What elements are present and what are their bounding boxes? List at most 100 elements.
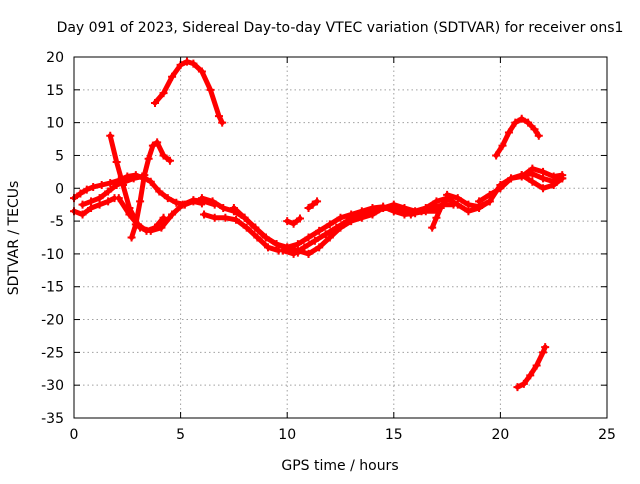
y-tick-label: -5 — [50, 214, 64, 230]
data-point — [336, 223, 345, 232]
y-tick-label: -35 — [41, 411, 64, 427]
y-axis-label: SDTVAR / TECUs — [6, 181, 22, 296]
data-point — [172, 198, 181, 207]
x-tick-label: 20 — [491, 427, 509, 443]
data-point — [304, 203, 313, 212]
data-point — [104, 187, 113, 196]
data-point — [310, 236, 319, 245]
data-point — [89, 182, 98, 191]
data-point — [82, 185, 91, 194]
data-point — [411, 207, 420, 216]
x-tick-label: 25 — [598, 427, 616, 443]
y-tick-label: -25 — [41, 345, 64, 361]
grid — [74, 57, 607, 418]
data-point — [432, 197, 441, 206]
data-point — [146, 177, 155, 186]
data-point — [104, 197, 113, 206]
data-point — [125, 210, 134, 219]
data-point — [315, 226, 324, 235]
data-point — [304, 249, 313, 258]
data-point — [313, 197, 322, 206]
data-point — [389, 200, 398, 209]
data-point — [159, 151, 168, 160]
data-point — [507, 174, 516, 183]
data-point — [197, 194, 206, 203]
data-point — [308, 200, 317, 209]
data-point — [206, 85, 215, 94]
data-point — [114, 194, 123, 203]
data-point — [496, 184, 505, 193]
data-point — [336, 213, 345, 222]
series-line — [493, 116, 542, 158]
x-tick-label: 15 — [385, 427, 403, 443]
data-point — [221, 213, 230, 222]
data-point — [289, 249, 298, 258]
series-line — [116, 195, 218, 234]
series-line — [429, 198, 448, 231]
data-point — [464, 200, 473, 209]
y-tick-label: 20 — [46, 50, 64, 66]
data-point — [325, 220, 334, 229]
data-point — [197, 67, 206, 76]
series-line — [71, 172, 145, 201]
data-point — [153, 138, 162, 147]
data-point — [347, 217, 356, 226]
data-point — [421, 203, 430, 212]
data-point — [159, 89, 168, 98]
data-point — [242, 223, 251, 232]
data-point — [151, 98, 160, 107]
y-tick-label: -30 — [41, 378, 64, 394]
y-tick-label: 10 — [46, 116, 64, 132]
data-point — [178, 200, 187, 209]
data-point — [165, 156, 174, 165]
data-point — [532, 361, 541, 370]
data-point — [549, 172, 558, 181]
data-point — [436, 203, 445, 212]
data-point — [240, 213, 249, 222]
data-point — [530, 125, 539, 134]
data-point — [325, 233, 334, 242]
data-point — [295, 214, 304, 223]
data-point — [432, 213, 441, 222]
data-point — [283, 217, 292, 226]
data-point — [511, 118, 520, 127]
data-point — [264, 243, 273, 252]
chart-title: Day 091 of 2023, Sidereal Day-to-day VTE… — [57, 20, 624, 36]
data-point — [519, 379, 528, 388]
data-point — [524, 118, 533, 127]
data-point — [168, 72, 177, 81]
y-tick-label: -15 — [41, 280, 64, 296]
data-point — [539, 184, 548, 193]
data-point — [278, 246, 287, 255]
x-tick-label: 5 — [176, 427, 185, 443]
x-axis-label: GPS time / hours — [281, 458, 398, 474]
data-point — [136, 223, 145, 232]
data-point — [526, 371, 535, 380]
data-point — [368, 210, 377, 219]
data-point — [283, 243, 292, 252]
x-tick-label: 10 — [278, 427, 296, 443]
data-point — [229, 203, 238, 212]
data-point — [127, 233, 136, 242]
data-point — [539, 348, 548, 357]
data-point — [95, 194, 104, 203]
data-point — [293, 240, 302, 249]
data-point — [289, 219, 298, 228]
data-point — [321, 230, 330, 239]
series-line — [306, 195, 493, 257]
data-point — [513, 383, 522, 392]
data-point — [251, 223, 260, 232]
y-tick-label: -10 — [41, 247, 64, 263]
y-tick-label: 15 — [46, 83, 64, 99]
y-tick-label: 0 — [55, 181, 64, 197]
data-point — [210, 213, 219, 222]
data-point — [97, 180, 106, 189]
data-point — [76, 189, 85, 198]
data-point — [119, 180, 128, 189]
data-point — [528, 164, 537, 173]
data-point — [492, 151, 501, 160]
data-point — [549, 180, 558, 189]
data-point — [539, 167, 548, 176]
data-point — [300, 243, 309, 252]
